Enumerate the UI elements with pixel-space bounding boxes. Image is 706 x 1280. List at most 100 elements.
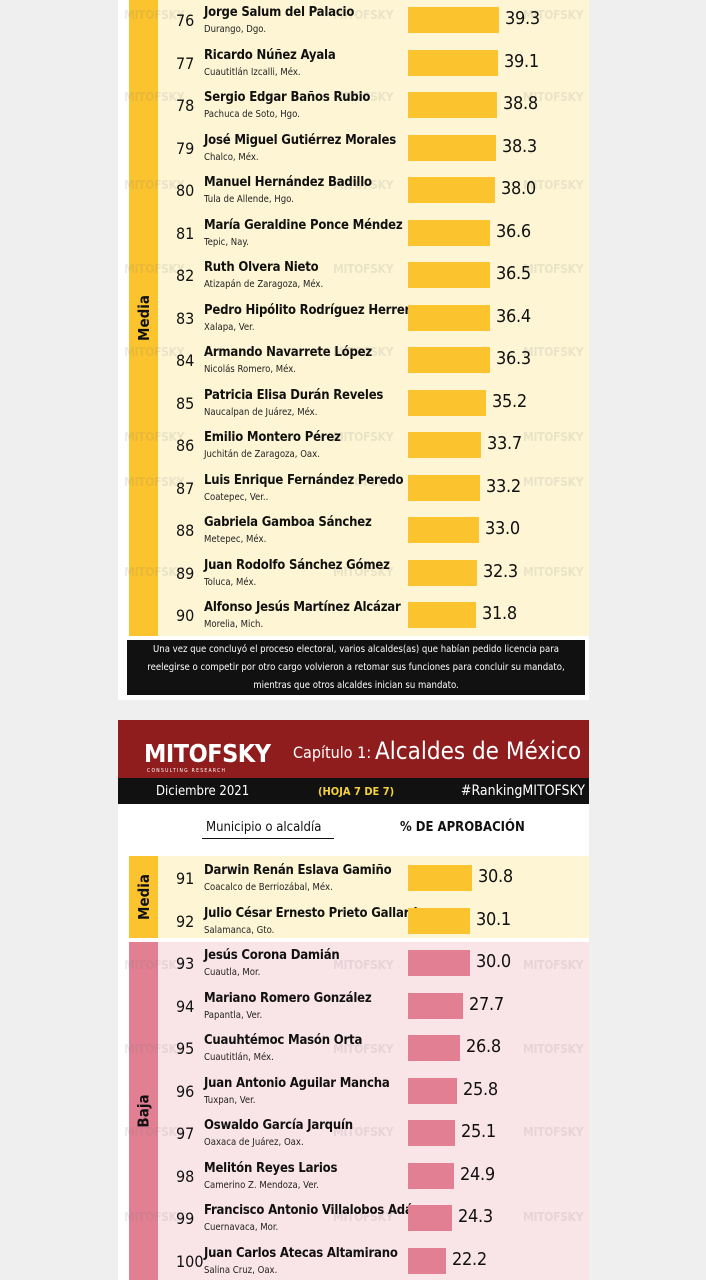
approval-value: 33.2 — [486, 475, 521, 497]
rank-number: 81 — [176, 223, 195, 243]
municipality: Coatepec, Ver.. — [204, 491, 269, 503]
approval-value: 38.0 — [501, 178, 536, 199]
rank-number: 88 — [176, 521, 195, 540]
column-header-aprobacion: % DE APROBACIÓN — [400, 820, 525, 835]
approval-value: 27.7 — [469, 993, 504, 1015]
approval-value: 24.3 — [458, 1206, 493, 1227]
mitofsky-watermark: MITOFSKY — [124, 958, 185, 972]
ranking-row: 85 Patricia Elisa Durán Reveles Naucalpan … — [158, 383, 589, 425]
approval-bar — [408, 517, 479, 543]
media-zone — [129, 0, 589, 636]
mitofsky-watermark: MITOFSKY — [333, 475, 394, 489]
approval-value: 38.3 — [502, 135, 537, 157]
approval-value: 36.4 — [496, 305, 531, 327]
mitofsky-watermark: MITOFSKY — [333, 1210, 394, 1224]
mayor-name: Juan Antonio Aguilar Mancha — [204, 1075, 390, 1091]
mayor-name: Manuel Hernández Badillo — [204, 175, 372, 190]
municipality: Coacalco de Berriozábal, Méx. — [204, 882, 333, 893]
municipality: Juchitán de Zaragoza, Oax. — [204, 449, 320, 460]
approval-value: 39.1 — [504, 50, 539, 72]
municipality: Papantla, Ver. — [204, 1009, 263, 1021]
rank-number: 97 — [176, 1124, 195, 1143]
mitofsky-watermark: MITOFSKY — [333, 178, 394, 192]
approval-bar — [408, 347, 490, 373]
approval-value: 38.8 — [503, 93, 538, 114]
baja-zone — [129, 942, 589, 1280]
rank-number: 91 — [176, 869, 195, 888]
municipality: Metepec, Méx. — [204, 534, 267, 545]
mayor-name: Juan Carlos Atecas Altamirano — [204, 1245, 398, 1261]
mayor-name: Francisco Antonio Villalobos Adán — [204, 1203, 421, 1218]
mitofsky-watermark: MITOFSKY — [523, 90, 584, 104]
mitofsky-watermark: MITOFSKY — [523, 345, 584, 359]
approval-value: 36.5 — [496, 263, 531, 284]
rank-number: 93 — [176, 954, 195, 973]
approval-bar — [408, 134, 496, 161]
rank-number: 80 — [176, 181, 195, 200]
approval-bar — [408, 602, 476, 628]
approval-value: 22.2 — [452, 1248, 487, 1270]
mayor-name: Ricardo Núñez Ayala — [204, 47, 336, 63]
ranking-row: 93 Jesús Corona Damián Cuautla, Mor. 30.0 — [158, 943, 589, 985]
municipality: Oaxaca de Juárez, Oax. — [204, 1137, 304, 1148]
mitofsky-watermark: MITOFSKY — [333, 345, 394, 359]
municipality: Nicolás Romero, Méx. — [204, 364, 296, 375]
mitofsky-watermark: MITOFSKY — [523, 565, 584, 579]
approval-value: 33.0 — [485, 518, 520, 539]
mitofsky-watermark: MITOFSKY — [124, 430, 185, 444]
hashtag: #RankingMITOFSKY — [460, 783, 585, 799]
municipality: Pachuca de Soto, Hgo. — [204, 109, 300, 120]
mitofsky-logo: MITOFSKY — [144, 739, 271, 768]
rank-number: 87 — [176, 478, 195, 498]
mayor-name: Gabriela Gamboa Sánchez — [204, 515, 372, 530]
mayor-name: Patricia Elisa Durán Reveles — [204, 387, 384, 403]
ranking-row: 87 Luis Enrique Fernández Peredo Coatepec,… — [158, 468, 589, 510]
mayor-name: Juan Rodolfo Sánchez Gómez — [204, 557, 390, 573]
mayor-name: María Geraldine Ponce Méndez — [204, 217, 403, 233]
approval-value: 35.2 — [492, 390, 527, 412]
ranking-row: 89 Juan Rodolfo Sánchez Gómez Toluca, Méx.… — [158, 553, 589, 595]
mitofsky-watermark: MITOFSKY — [124, 178, 185, 192]
ranking-row: 76 Jorge Salum del Palacio Durango, Dgo. 39… — [158, 0, 589, 42]
approval-bar — [408, 1035, 460, 1061]
mayor-name: Mariano Romero González — [204, 990, 372, 1006]
rank-number: 85 — [176, 393, 195, 413]
approval-bar — [408, 7, 499, 33]
logo-subtitle: CONSULTING RESEARCH — [147, 768, 227, 774]
rank-number: 77 — [176, 53, 195, 73]
approval-value: 24.9 — [460, 1163, 495, 1185]
mayor-name: Armando Navarrete López — [204, 345, 372, 360]
rank-number: 78 — [176, 96, 195, 115]
municipality: Cuautla, Mor. — [204, 967, 261, 978]
approval-value: 30.8 — [478, 866, 513, 887]
date-bar: Diciembre 2021 (HOJA 7 DE 7) #RankingMIT… — [118, 778, 589, 804]
mitofsky-watermark: MITOFSKY — [333, 565, 394, 579]
mitofsky-watermark: MITOFSKY — [124, 262, 185, 276]
mitofsky-watermark: MITOFSKY — [523, 1125, 584, 1139]
ranking-row: 92 Julio César Ernesto Prieto Gallardo Sal… — [158, 901, 589, 943]
approval-bar — [408, 992, 463, 1019]
approval-value: 36.6 — [496, 220, 531, 242]
municipality: Morelia, Mich. — [204, 619, 264, 630]
approval-bar — [408, 389, 486, 416]
mayor-name: Oswaldo García Jarquín — [204, 1118, 353, 1133]
ranking-row: 79 José Miguel Gutiérrez Morales Chalco, M… — [158, 128, 589, 170]
municipality: Xalapa, Ver. — [204, 321, 255, 333]
mitofsky-watermark: MITOFSKY — [124, 8, 185, 22]
municipality: Tepic, Nay. — [204, 236, 249, 248]
rank-number: 96 — [176, 1081, 195, 1101]
mayor-name: Emilio Montero Pérez — [204, 430, 341, 445]
ranking-row: 96 Juan Antonio Aguilar Mancha Tuxpan, Ver… — [158, 1071, 589, 1113]
ranking-row: 82 Ruth Olvera Nieto Atizapán de Zaragoza,… — [158, 255, 589, 297]
approval-bar — [408, 865, 472, 891]
mayor-name: Jesús Corona Damián — [204, 948, 340, 963]
ranking-sheet-7: MITOFSKY CONSULTING RESEARCH Capítulo 1:… — [118, 720, 589, 1280]
ranking-row: 81 María Geraldine Ponce Méndez Tepic, Nay… — [158, 213, 589, 255]
ranking-row: 88 Gabriela Gamboa Sánchez Metepec, Méx. 33… — [158, 510, 589, 552]
rank-number: 83 — [176, 308, 195, 328]
ranking-row: 80 Manuel Hernández Badillo Tula de Allend… — [158, 170, 589, 212]
report-date: Diciembre 2021 — [156, 784, 250, 799]
header-banner: MITOFSKY CONSULTING RESEARCH Capítulo 1:… — [118, 720, 589, 778]
rank-number: 76 — [176, 11, 195, 30]
mayor-name: Ruth Olvera Nieto — [204, 260, 319, 275]
